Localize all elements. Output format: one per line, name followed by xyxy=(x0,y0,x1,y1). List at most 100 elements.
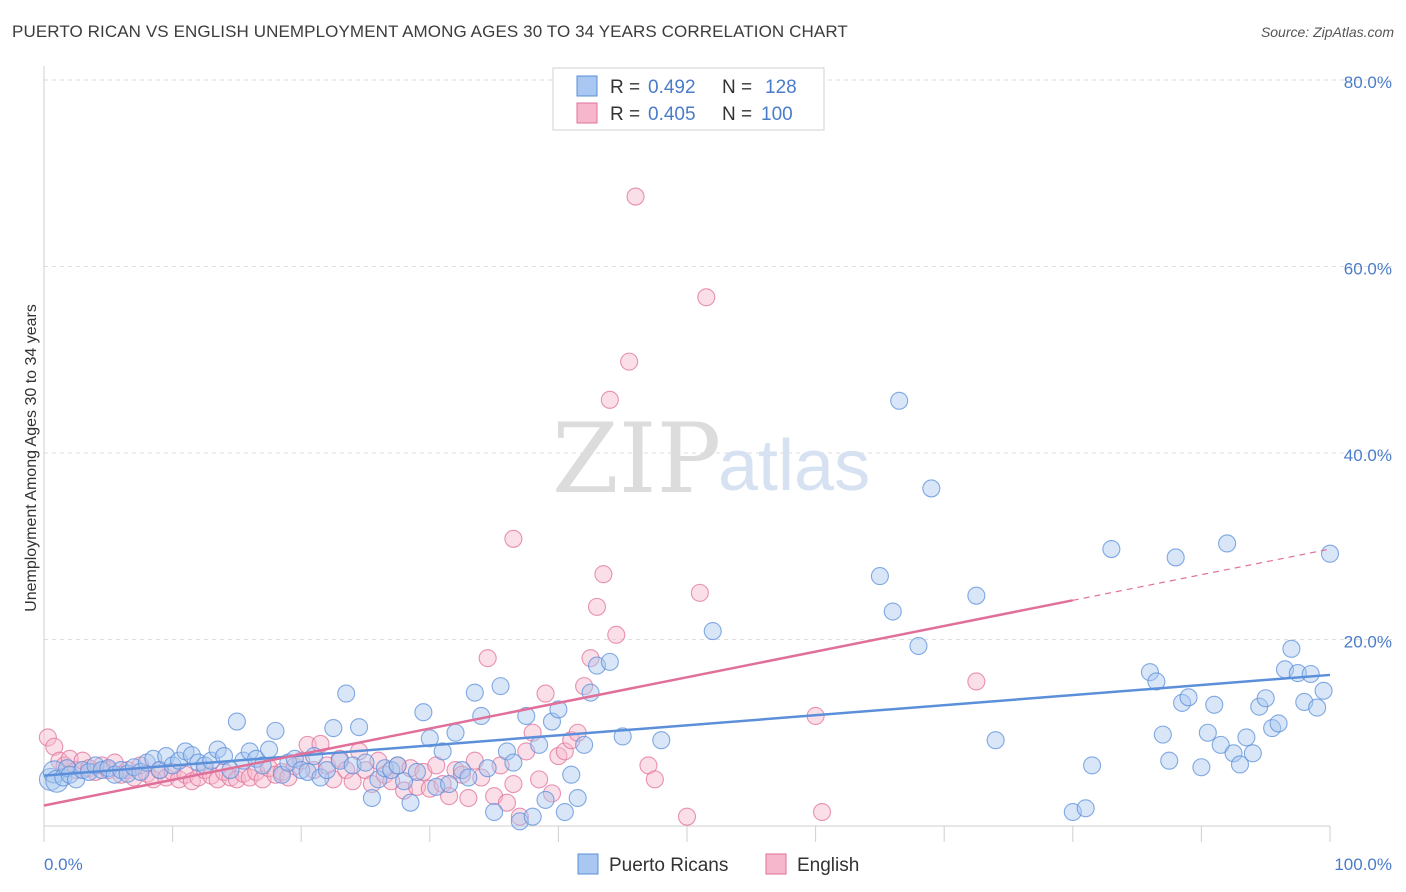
trend-lines xyxy=(43,548,1331,807)
english-point-98 xyxy=(812,802,832,822)
english-point-99 xyxy=(967,672,986,691)
english-trend-line xyxy=(43,599,1074,807)
puerto-rican-point-112 xyxy=(1205,695,1224,714)
puerto-rican-point-76 xyxy=(517,706,536,726)
chart-title: PUERTO RICAN VS ENGLISH UNEMPLOYMENT AMO… xyxy=(12,22,848,41)
puerto-rican-point-48 xyxy=(337,684,356,703)
puerto-rican-point-116 xyxy=(1230,755,1250,774)
legend-n-label-1: N = xyxy=(722,77,752,98)
english-point-100 xyxy=(504,529,523,548)
puerto-rican-point-92 xyxy=(870,567,889,586)
legend-r-value-1: 0.492 xyxy=(648,77,696,98)
puerto-rican-point-130 xyxy=(1320,544,1340,563)
puerto-rican-point-100 xyxy=(1076,799,1095,818)
legend-swatch-puerto-ricans xyxy=(576,75,598,97)
puerto-rican-point-106 xyxy=(1160,751,1179,770)
english-point-66 xyxy=(459,788,478,808)
y-tick-label-2: 60.0% xyxy=(1344,260,1392,279)
puerto-rican-point-64 xyxy=(440,774,459,794)
english-points xyxy=(38,187,986,826)
puerto-rican-point-129 xyxy=(1314,681,1333,700)
english-point-72 xyxy=(497,793,517,812)
puerto-rican-point-121 xyxy=(1263,719,1282,738)
puerto-rican-point-44 xyxy=(311,768,330,787)
legend-n-value-1: 128 xyxy=(765,77,797,98)
puerto-rican-point-117 xyxy=(1237,728,1256,747)
puerto-rican-point-31 xyxy=(227,712,246,731)
english-point-47 xyxy=(337,760,356,780)
puerto-rican-point-122 xyxy=(1269,714,1288,733)
puerto-rican-point-128 xyxy=(1308,698,1327,717)
puerto-rican-point-111 xyxy=(1198,723,1217,742)
puerto-rican-point-118 xyxy=(1243,744,1262,763)
puerto-rican-point-66 xyxy=(452,760,472,780)
series-legend: Puerto Ricans English xyxy=(577,853,859,876)
puerto-rican-point-103 xyxy=(1140,663,1160,682)
legend-n-value-2: 100 xyxy=(761,104,793,125)
puerto-rican-trend-line xyxy=(43,673,1331,777)
english-point-1 xyxy=(45,737,64,756)
english-point-48 xyxy=(343,772,362,791)
legend-r-label-2: R = xyxy=(610,104,640,125)
puerto-rican-point-56 xyxy=(388,756,407,775)
puerto-rican-point-78 xyxy=(530,735,549,754)
puerto-rican-point-97 xyxy=(967,586,986,605)
puerto-rican-point-115 xyxy=(1224,744,1243,763)
puerto-rican-point-84 xyxy=(568,788,587,808)
puerto-rican-point-90 xyxy=(652,731,671,750)
y-tick-label-0: 20.0% xyxy=(1344,633,1392,652)
axes xyxy=(43,66,1331,842)
puerto-rican-point-114 xyxy=(1218,534,1237,553)
english-point-85 xyxy=(581,649,600,668)
english-point-79 xyxy=(542,784,562,803)
puerto-rican-point-105 xyxy=(1153,725,1172,744)
legend-n-label-2: N = xyxy=(722,104,752,125)
puerto-rican-point-67 xyxy=(459,768,478,787)
puerto-rican-point-88 xyxy=(600,652,619,671)
puerto-rican-point-71 xyxy=(485,802,504,822)
series-legend-swatch-english xyxy=(765,853,787,875)
puerto-rican-point-36 xyxy=(259,740,279,759)
english-point-89 xyxy=(607,625,626,644)
puerto-rican-point-74 xyxy=(504,753,523,772)
puerto-rican-point-53 xyxy=(369,770,388,789)
legend-swatch-english xyxy=(576,102,598,124)
puerto-rican-point-91 xyxy=(703,622,722,641)
puerto-rican-point-37 xyxy=(266,721,285,740)
y-axis-label: Unemployment Among Ages 30 to 34 years xyxy=(23,304,40,612)
puerto-rican-point-107 xyxy=(1166,548,1185,567)
puerto-rican-point-93 xyxy=(883,602,902,621)
english-point-69 xyxy=(478,649,497,668)
puerto-rican-point-89 xyxy=(613,727,632,746)
puerto-rican-point-55 xyxy=(382,760,401,780)
puerto-rican-point-101 xyxy=(1083,756,1102,775)
puerto-rican-point-41 xyxy=(292,760,311,780)
english-point-84 xyxy=(575,677,594,696)
puerto-rican-point-77 xyxy=(523,807,542,826)
legend-r-value-2: 0.405 xyxy=(648,104,696,125)
series-legend-label-english: English xyxy=(797,855,859,876)
english-point-51 xyxy=(362,774,381,794)
puerto-rican-point-72 xyxy=(491,677,510,696)
english-point-77 xyxy=(530,770,549,789)
english-point-88 xyxy=(600,390,619,409)
english-point-96 xyxy=(697,288,716,307)
english-point-87 xyxy=(594,565,613,584)
x-tick-label-1: 100.0% xyxy=(1334,855,1392,874)
puerto-rican-point-28 xyxy=(208,740,227,759)
english-point-91 xyxy=(626,187,645,206)
puerto-rican-point-82 xyxy=(555,802,574,822)
puerto-rican-point-102 xyxy=(1102,539,1121,559)
puerto-rican-point-60 xyxy=(414,703,433,722)
series-legend-label-puerto-ricans: Puerto Ricans xyxy=(609,855,728,876)
puerto-rican-point-79 xyxy=(536,790,555,809)
english-point-0 xyxy=(38,728,57,747)
puerto-rican-point-46 xyxy=(324,719,343,738)
puerto-rican-point-113 xyxy=(1211,735,1230,754)
x-tick-labels: 0.0% 100.0% xyxy=(44,855,1392,874)
puerto-rican-point-85 xyxy=(575,735,594,754)
y-tick-label-1: 40.0% xyxy=(1344,446,1392,465)
english-point-93 xyxy=(645,770,664,789)
stats-legend: R = 0.492 N = 128 R = 0.405 N = 100 xyxy=(552,67,825,131)
